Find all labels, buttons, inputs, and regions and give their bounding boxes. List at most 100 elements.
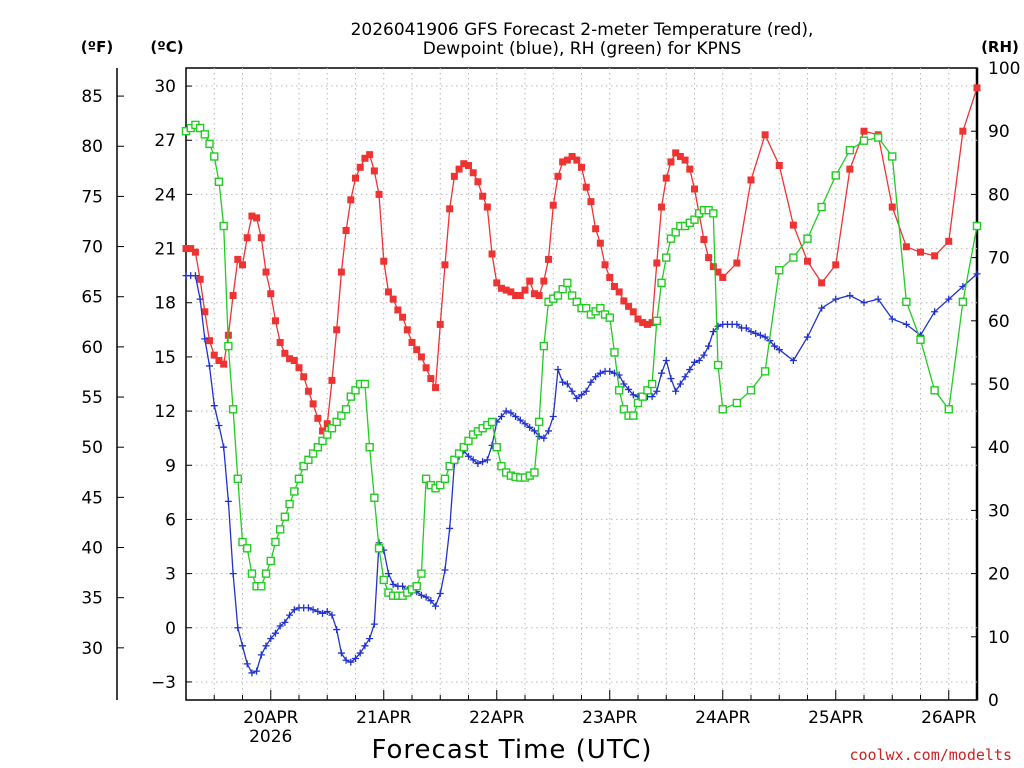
- rh-point: [365, 443, 374, 452]
- rh-point: [539, 341, 549, 351]
- x-tick-sublabel: 2026: [249, 727, 292, 747]
- rh-point: [261, 569, 271, 578]
- dewpoint-point: [945, 295, 953, 303]
- rh-point: [275, 525, 285, 534]
- temperature-point: [610, 282, 618, 290]
- temperature-point: [286, 355, 294, 363]
- temperature-point: [436, 320, 444, 328]
- dewpoint-point: [502, 407, 510, 415]
- temperature-point: [747, 176, 755, 184]
- rh-point: [873, 133, 883, 142]
- fahrenheit-tick-label: 80: [81, 137, 103, 157]
- rh-point: [746, 386, 756, 395]
- dewpoint-point: [366, 635, 374, 643]
- dewpoint-point: [818, 304, 826, 312]
- dewpoint-point: [248, 669, 256, 677]
- dewpoint-point: [973, 270, 981, 278]
- temperature-point: [545, 255, 553, 263]
- axes-layer: 302724211815129630−385807570656055504540…: [81, 59, 1020, 747]
- dewpoint-point: [304, 604, 312, 612]
- rh-point: [718, 405, 727, 414]
- dewpoint-point: [676, 380, 684, 388]
- temperature-point: [700, 236, 708, 244]
- celsius-tick-label: 15: [154, 348, 176, 368]
- grid-layer: [186, 68, 977, 700]
- rh-point: [638, 392, 647, 401]
- dewpoint-point: [422, 593, 430, 601]
- dewpoint-point: [629, 391, 637, 399]
- celsius-unit-label: (ºC): [150, 38, 183, 56]
- temperature-point: [465, 162, 472, 170]
- dewpoint-point: [333, 626, 341, 634]
- temperature-point: [775, 162, 783, 170]
- dewpoint-point: [672, 387, 680, 395]
- temperature-point: [818, 279, 826, 287]
- chart-title-line1: 2026041906 GFS Forecast 2-meter Temperat…: [351, 20, 814, 40]
- rh-point: [228, 405, 238, 414]
- temperature-point: [719, 273, 727, 281]
- rh-point: [332, 417, 341, 427]
- chart-title-line2: Dewpoint (blue), RH (green) for KPNS: [423, 39, 741, 59]
- temperature-point: [860, 127, 868, 135]
- dewpoint-point: [281, 618, 289, 626]
- fahrenheit-tick-label: 35: [81, 589, 103, 609]
- temperature-point: [483, 203, 491, 211]
- x-tick-label: 23APR: [582, 708, 638, 728]
- temperature-point: [549, 201, 557, 209]
- dewpoint-point: [549, 413, 557, 421]
- temperature-point: [620, 297, 628, 305]
- celsius-tick-label: 3: [165, 565, 176, 585]
- dewpoint-point: [733, 320, 741, 328]
- dewpoint-point: [267, 635, 275, 643]
- rh-tick-label: 100: [988, 59, 1020, 79]
- rh-point: [304, 455, 313, 465]
- fahrenheit-tick-label: 55: [81, 388, 103, 408]
- dewpoint-point: [352, 654, 359, 662]
- rh-point: [572, 297, 581, 307]
- temperature-point: [530, 290, 538, 298]
- rh-tick-label: 10: [988, 628, 1010, 648]
- dewpoint-point: [540, 434, 548, 442]
- dewpoint-point: [206, 362, 214, 370]
- rh-point: [614, 386, 624, 395]
- rh-point: [440, 474, 450, 483]
- temperature-point: [408, 338, 416, 346]
- dewpoint-point: [658, 369, 666, 377]
- dewpoint-point: [432, 602, 440, 610]
- rh-point: [859, 136, 869, 145]
- temperature-point: [333, 326, 341, 334]
- temperature-point: [271, 317, 279, 325]
- temperature-point: [352, 174, 359, 182]
- dewpoint-point: [931, 308, 939, 316]
- dewpoint-point: [276, 622, 284, 630]
- temperature-point: [691, 185, 698, 193]
- dewpoint-point: [648, 393, 656, 401]
- dewpoint-point: [342, 656, 350, 664]
- rh-point: [459, 443, 468, 452]
- rh-point: [643, 386, 652, 395]
- temperature-point: [309, 400, 317, 408]
- rh-point: [709, 209, 718, 218]
- temperature-point: [521, 286, 529, 294]
- temperature-point: [629, 308, 637, 316]
- dewpoint-point: [582, 387, 590, 395]
- dewpoint-point: [752, 329, 760, 337]
- dewpoint-point: [662, 357, 670, 365]
- rh-point: [454, 449, 464, 458]
- temperature-point: [502, 286, 510, 294]
- dewpoint-point: [271, 629, 279, 637]
- temperature-point: [578, 163, 585, 171]
- dewpoint-point: [568, 387, 576, 395]
- rh-point: [266, 556, 275, 566]
- rh-point: [563, 278, 572, 288]
- temperature-point: [460, 160, 468, 168]
- temperature-point: [733, 259, 741, 267]
- dewpoint-point: [691, 358, 698, 366]
- rh-point: [553, 291, 563, 300]
- dewpoint-point: [775, 346, 783, 354]
- dewpoint-point: [239, 642, 246, 650]
- dewpoint-point: [356, 649, 364, 657]
- rh-point: [629, 411, 638, 420]
- temperature-point: [399, 313, 407, 321]
